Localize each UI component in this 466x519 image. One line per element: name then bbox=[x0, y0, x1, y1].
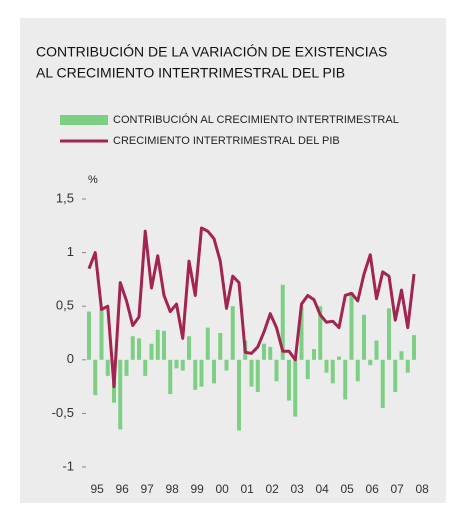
bar bbox=[280, 284, 285, 360]
y-unit: % bbox=[88, 174, 98, 186]
bar bbox=[349, 292, 354, 360]
bar bbox=[193, 359, 198, 390]
y-tick-label: 0 bbox=[67, 351, 74, 366]
bar bbox=[268, 346, 273, 360]
bar bbox=[162, 330, 166, 360]
x-tick-label: 06 bbox=[365, 482, 379, 496]
x-tick-label: 04 bbox=[315, 482, 329, 496]
bar bbox=[274, 359, 279, 382]
bar bbox=[218, 333, 223, 360]
bar bbox=[93, 359, 98, 396]
bar bbox=[137, 338, 141, 360]
x-tick-label: 02 bbox=[265, 482, 279, 496]
bar bbox=[362, 314, 366, 360]
bar bbox=[305, 359, 310, 380]
bar bbox=[99, 308, 104, 360]
bar bbox=[343, 359, 348, 400]
bar bbox=[255, 359, 260, 392]
legend-swatch bbox=[60, 115, 108, 125]
y-tick-label: 1 bbox=[67, 244, 74, 259]
x-tick-label: 01 bbox=[240, 482, 254, 496]
bar bbox=[249, 359, 254, 387]
bar bbox=[212, 359, 216, 384]
y-tick-label: 1,5 bbox=[56, 190, 74, 205]
bar bbox=[87, 311, 91, 360]
chart-title: AL CRECIMIENTO INTERTRIMESTRAL DEL PIB bbox=[36, 65, 345, 81]
bar bbox=[393, 359, 398, 392]
bar bbox=[149, 343, 154, 360]
bar bbox=[199, 359, 204, 387]
bar bbox=[180, 359, 185, 371]
bar bbox=[143, 359, 148, 376]
bar bbox=[399, 351, 404, 360]
x-tick-label: 99 bbox=[190, 482, 204, 496]
legend-label: CRECIMIENTO INTERTRIMESTRAL DEL PIB bbox=[113, 135, 340, 147]
bar bbox=[224, 359, 229, 371]
bar bbox=[330, 359, 335, 384]
bar bbox=[287, 359, 291, 401]
bar bbox=[237, 359, 241, 431]
x-tick-label: 05 bbox=[340, 482, 354, 496]
bar bbox=[312, 349, 316, 360]
bar bbox=[168, 359, 173, 395]
bar bbox=[155, 329, 160, 360]
bar bbox=[387, 308, 391, 360]
x-tick-label: 03 bbox=[290, 482, 304, 496]
x-tick-label: 98 bbox=[165, 482, 179, 496]
panel bbox=[20, 18, 446, 503]
bar bbox=[205, 327, 210, 360]
x-tick-label: 95 bbox=[90, 482, 104, 496]
bar bbox=[405, 359, 410, 373]
bar bbox=[324, 359, 329, 373]
line bbox=[87, 226, 416, 389]
bar bbox=[299, 306, 304, 360]
bar bbox=[262, 343, 266, 360]
bar bbox=[105, 359, 110, 376]
y-tick-label: -0,5 bbox=[52, 405, 74, 420]
chart-title: CONTRIBUCIÓN DE LA VARIACIÓN DE EXISTENC… bbox=[36, 44, 387, 60]
x-tick-label: 97 bbox=[140, 482, 154, 496]
bar bbox=[318, 306, 323, 360]
bar bbox=[174, 359, 179, 369]
y-tick-label: 0,5 bbox=[56, 298, 74, 313]
x-tick-label: 07 bbox=[390, 482, 404, 496]
x-tick-label: 00 bbox=[215, 482, 229, 496]
bar bbox=[293, 359, 298, 417]
x-tick-label: 08 bbox=[415, 482, 429, 496]
bar bbox=[124, 359, 129, 376]
bar bbox=[230, 306, 235, 360]
legend-label: CONTRIBUCIÓN AL CRECIMIENTO INTERTRIMEST… bbox=[113, 113, 399, 126]
bar bbox=[412, 335, 416, 360]
bar bbox=[130, 336, 135, 360]
bar bbox=[187, 336, 191, 360]
y-tick-label: -1 bbox=[62, 458, 74, 473]
bar bbox=[368, 359, 373, 366]
bar bbox=[355, 359, 360, 382]
bar bbox=[118, 359, 123, 430]
x-tick-label: 96 bbox=[115, 482, 129, 496]
bar bbox=[374, 340, 379, 360]
bar bbox=[337, 356, 341, 360]
bar bbox=[380, 359, 385, 409]
